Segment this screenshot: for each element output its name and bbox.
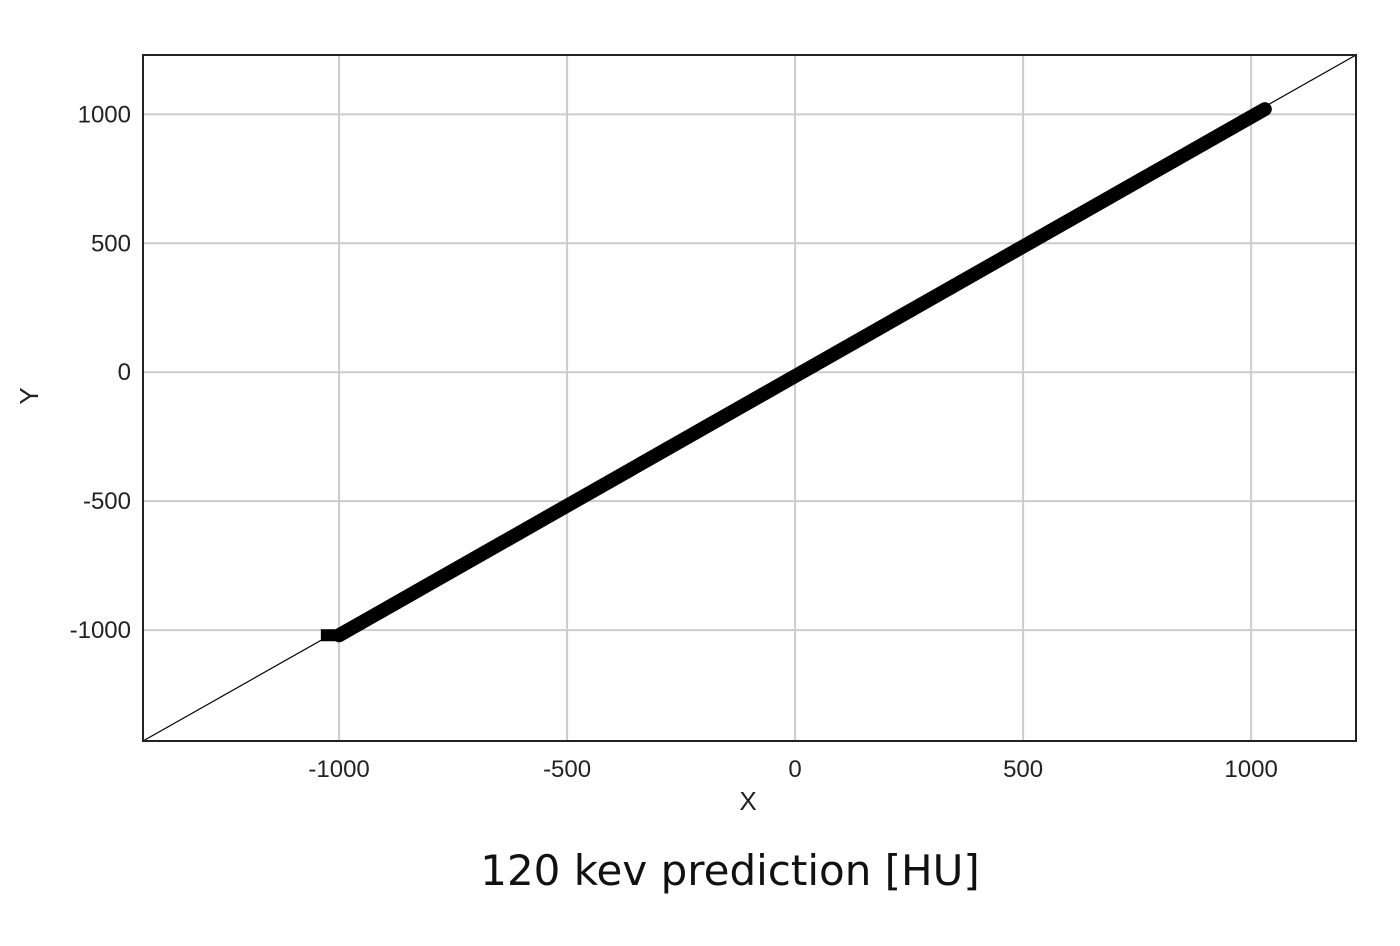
y-tick-label-1: -500 (83, 488, 131, 515)
x-axis-label: X (739, 786, 756, 816)
y-tick-label-4: 1000 (78, 101, 131, 128)
y-tick-label-0: -1000 (70, 617, 131, 644)
x-tick-label-4: 1000 (1224, 756, 1277, 783)
data-series (142, 54, 1357, 742)
x-tick-label-1: -500 (543, 756, 591, 783)
x-tick-labels: -1000 -500 0 500 1000 (308, 756, 1277, 783)
scatter-points-band (332, 102, 1272, 643)
y-tick-label-2: 0 (118, 359, 131, 386)
chart-caption: 120 kev prediction [HU] (480, 846, 980, 895)
y-axis-label: Y (14, 387, 44, 404)
y-tick-labels: -1000 -500 0 500 1000 (70, 101, 131, 644)
plot-frame (142, 54, 1357, 742)
x-tick-label-2: 0 (788, 756, 801, 783)
x-tick-label-3: 500 (1003, 756, 1043, 783)
y-tick-label-3: 500 (91, 230, 131, 257)
x-tick-label-0: -1000 (308, 756, 369, 783)
